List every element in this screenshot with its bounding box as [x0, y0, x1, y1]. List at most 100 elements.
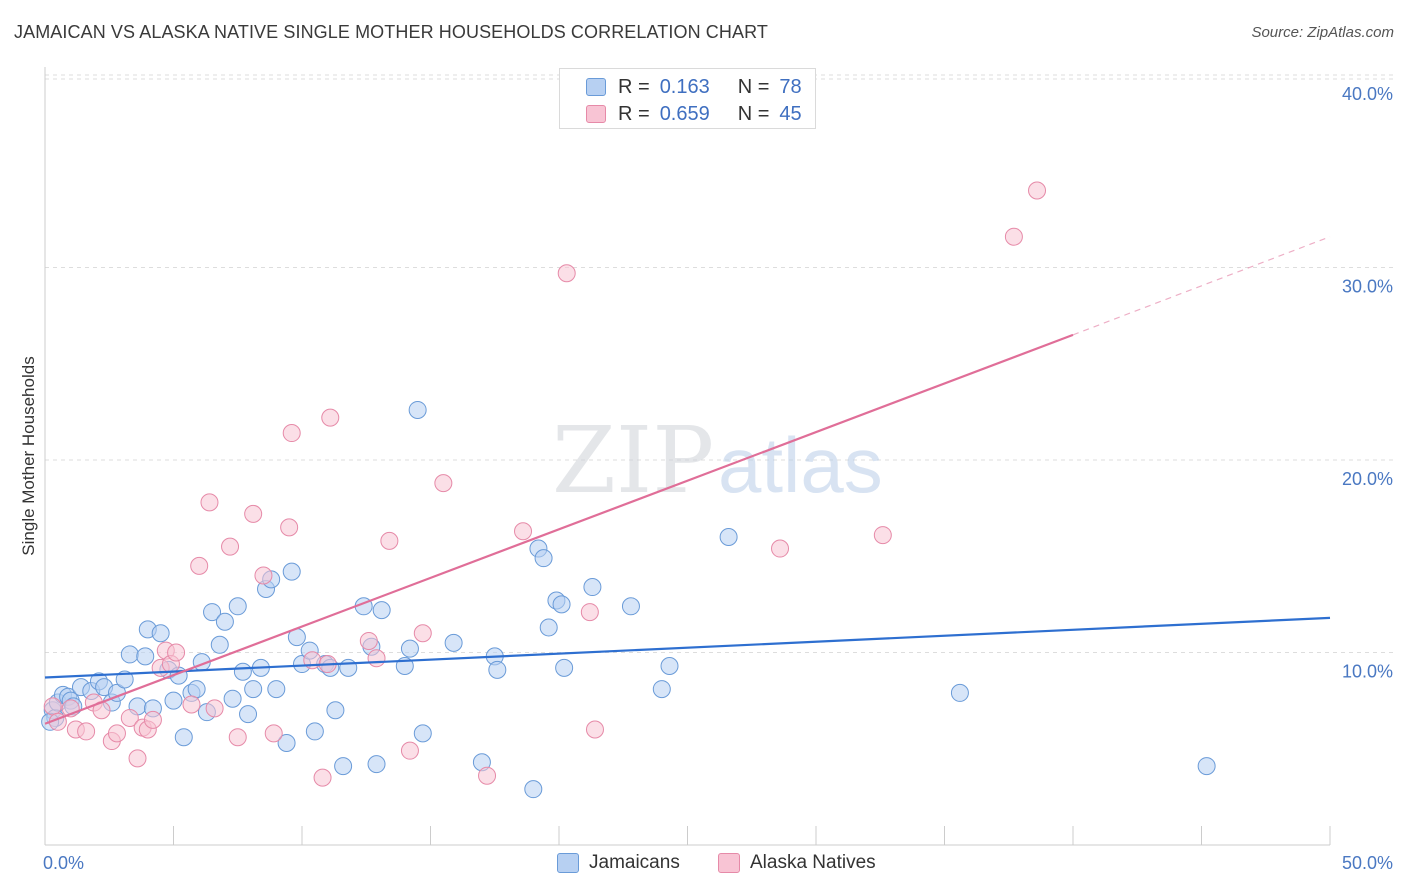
data-point [1004, 227, 1023, 246]
legend-row-alaska-natives: R = 0.659 N = 45 [586, 102, 802, 126]
bottom-swatch-jamaicans [557, 853, 579, 873]
data-point [120, 708, 139, 727]
data-point [190, 556, 209, 575]
correlation-legend: R = 0.163 N = 78 R = 0.659 N = 45 [559, 68, 816, 129]
data-point [244, 680, 263, 699]
data-point [321, 408, 340, 427]
data-point [210, 635, 229, 654]
data-point [143, 710, 162, 729]
data-point [585, 720, 604, 739]
data-point [488, 660, 507, 679]
data-point [151, 624, 170, 643]
data-point [174, 728, 193, 747]
y-axis-label: Single Mother Households [19, 356, 38, 555]
x-tick-label: 0.0% [43, 853, 84, 873]
watermark-zip: ZIP [552, 407, 714, 514]
data-point [77, 722, 96, 741]
data-point [652, 680, 671, 699]
data-point [282, 424, 301, 443]
data-point [1197, 757, 1216, 776]
trend-lines [44, 236, 1331, 725]
data-point [400, 741, 419, 760]
y-tick-label: 20.0% [1342, 469, 1393, 489]
data-point [239, 705, 258, 724]
data-point [552, 595, 571, 614]
y-tick-label: 30.0% [1342, 277, 1393, 297]
data-point [380, 531, 399, 550]
trend-line-jamaicans [44, 616, 1331, 679]
trend-line-alaska-natives-extension [1072, 236, 1331, 336]
data-point [264, 724, 283, 743]
data-point [434, 474, 453, 493]
legend-n-label: N = [737, 75, 770, 98]
trend-line-alaska-natives [44, 333, 1074, 725]
data-point [228, 597, 247, 616]
data-point [221, 537, 240, 556]
chart-title: JAMAICAN VS ALASKA NATIVE SINGLE MOTHER … [14, 22, 768, 42]
bottom-swatch-alaska-natives [718, 853, 740, 873]
data-point [771, 539, 790, 558]
data-point [205, 699, 224, 718]
data-point [107, 724, 126, 743]
data-point [187, 680, 206, 699]
data-point [534, 549, 553, 568]
data-point [223, 689, 242, 708]
data-point [200, 493, 219, 512]
legend-r-value: 0.659 [659, 102, 710, 125]
data-point [583, 578, 602, 597]
series-alaska-natives [43, 181, 1047, 787]
data-point [120, 645, 139, 664]
legend-r-label: R = [618, 102, 650, 125]
data-point [313, 768, 332, 787]
data-point [413, 624, 432, 643]
data-point [215, 612, 234, 631]
data-point [280, 518, 299, 537]
data-point [372, 601, 391, 620]
data-point [444, 633, 463, 652]
data-point [326, 701, 345, 720]
data-point [408, 400, 427, 419]
data-point [621, 597, 640, 616]
bottom-legend-jamaicans: Jamaicans [557, 852, 680, 874]
legend-swatch-jamaicans [586, 78, 606, 96]
y-tick-labels: 10.0% 20.0% 30.0% 40.0% [1342, 84, 1393, 682]
data-point [182, 695, 201, 714]
data-point [557, 264, 576, 283]
data-point [359, 631, 378, 650]
y-tick-label: 10.0% [1342, 662, 1393, 682]
data-point [164, 691, 183, 710]
data-point [555, 658, 574, 677]
bottom-legend-alaska-natives: Alaska Natives [718, 852, 876, 874]
data-point [282, 562, 301, 581]
data-point [43, 697, 62, 716]
data-point [524, 780, 543, 799]
y-tick-label: 40.0% [1342, 84, 1393, 104]
data-point [950, 683, 969, 702]
data-point [539, 618, 558, 637]
data-point [267, 680, 286, 699]
bottom-legend-label: Alaska Natives [750, 852, 876, 873]
legend-n-value: 78 [779, 75, 802, 98]
data-point [367, 755, 386, 774]
data-point [277, 733, 296, 752]
data-point [244, 504, 263, 523]
data-point [478, 766, 497, 785]
legend-r-value: 0.163 [659, 75, 710, 98]
data-point [233, 662, 252, 681]
data-point [413, 724, 432, 743]
grid-lines [45, 74, 1395, 653]
legend-n-label: N = [737, 102, 770, 125]
data-point [128, 749, 147, 768]
legend-swatch-alaska-natives [586, 105, 606, 123]
data-point [1028, 181, 1047, 200]
data-point [305, 722, 324, 741]
data-point [136, 647, 155, 666]
data-point [334, 757, 353, 776]
bottom-legend-label: Jamaicans [589, 852, 680, 873]
x-tick-label: 50.0% [1342, 853, 1393, 873]
watermark-atlas: atlas [718, 421, 883, 509]
legend-r-label: R = [618, 75, 650, 98]
data-point [367, 649, 386, 668]
data-point [873, 526, 892, 545]
